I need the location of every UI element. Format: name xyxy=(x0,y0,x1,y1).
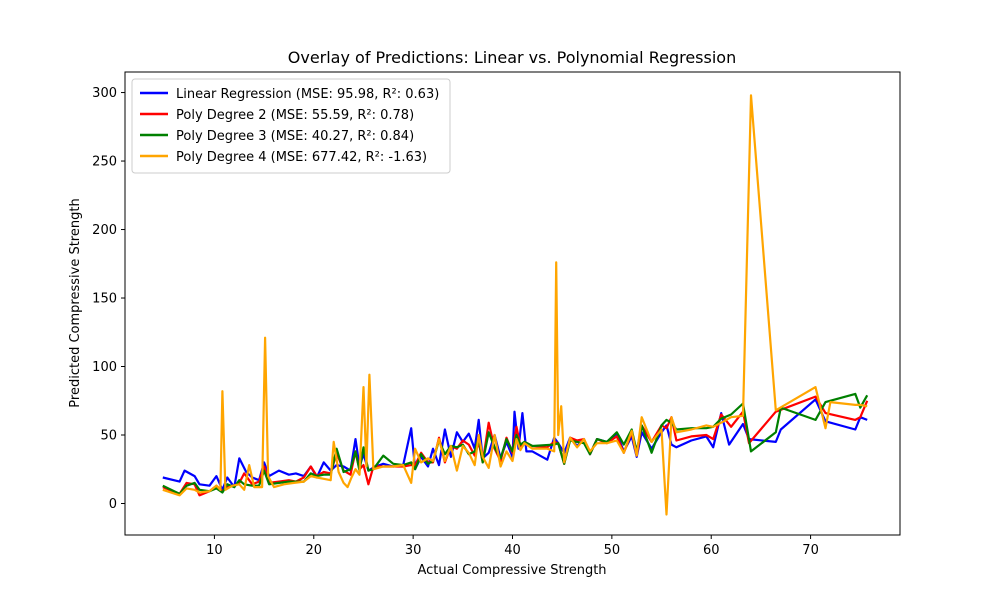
x-axis-label: Actual Compressive Strength xyxy=(417,563,606,578)
y-axis-label: Predicted Compressive Strength xyxy=(68,198,83,407)
x-tick-label: 70 xyxy=(802,543,819,558)
y-tick-label: 300 xyxy=(92,86,117,101)
series-line-4 xyxy=(162,94,868,516)
y-tick-label: 50 xyxy=(100,429,117,444)
x-axis: 10 20 30 40 50 60 70 xyxy=(206,535,819,558)
legend-label: Linear Regression (MSE: 95.98, R²: 0.63) xyxy=(176,87,439,102)
y-tick-label: 200 xyxy=(92,223,117,238)
legend-label: Poly Degree 4 (MSE: 677.42, R²: -1.63) xyxy=(176,150,427,165)
x-tick-label: 30 xyxy=(405,543,422,558)
x-tick-label: 60 xyxy=(703,543,720,558)
y-axis: 0 50 100 150 200 250 300 xyxy=(92,86,125,512)
legend-label: Poly Degree 3 (MSE: 40.27, R²: 0.84) xyxy=(176,129,414,144)
x-tick-label: 40 xyxy=(504,543,521,558)
y-tick-label: 150 xyxy=(92,292,117,307)
x-tick-label: 20 xyxy=(306,543,323,558)
x-tick-label: 50 xyxy=(604,543,621,558)
legend: Linear Regression (MSE: 95.98, R²: 0.63)… xyxy=(131,78,451,174)
y-tick-label: 0 xyxy=(109,497,117,512)
legend-label: Poly Degree 2 (MSE: 55.59, R²: 0.78) xyxy=(176,108,414,123)
chart-title: Overlay of Predictions: Linear vs. Polyn… xyxy=(288,48,736,67)
legend-box xyxy=(131,78,451,174)
x-tick-label: 10 xyxy=(206,543,223,558)
series-layer xyxy=(162,94,869,516)
y-tick-label: 250 xyxy=(92,155,117,170)
y-tick-label: 100 xyxy=(92,360,117,375)
